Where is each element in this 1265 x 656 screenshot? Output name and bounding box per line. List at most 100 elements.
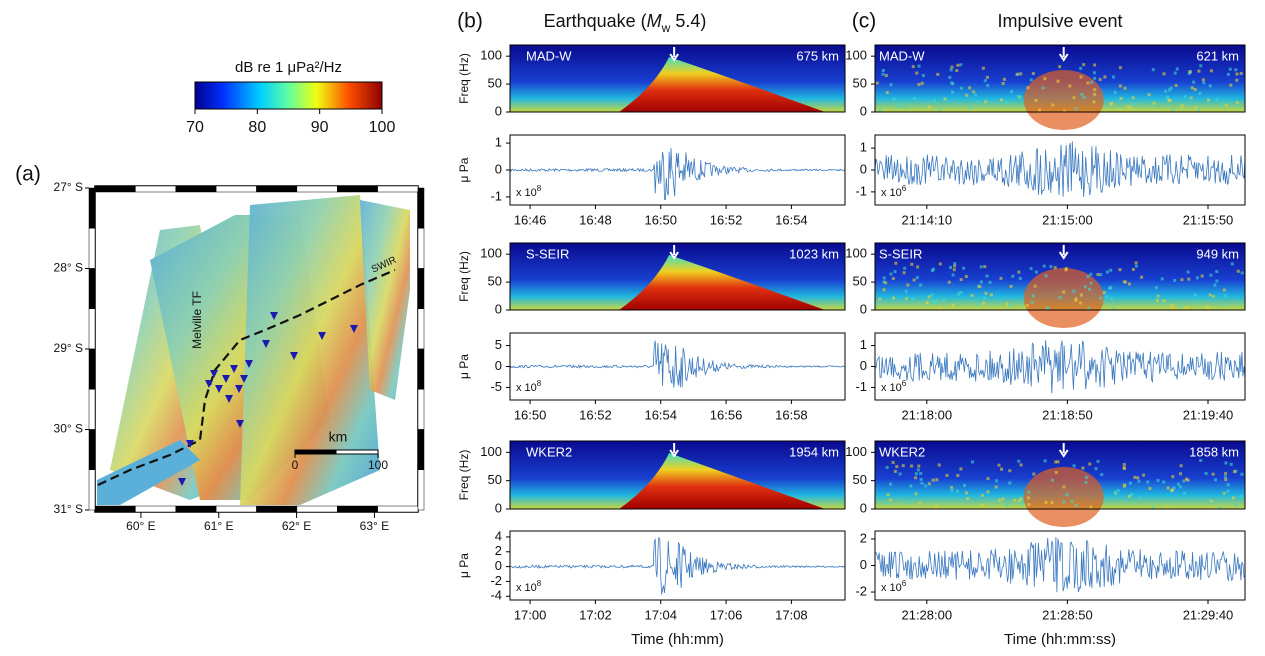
spectrogram-frame: [874, 44, 1246, 113]
spectrogram-noise: [959, 63, 963, 67]
station-name: WKER2: [526, 444, 572, 459]
spectrogram-noise: [997, 463, 1001, 467]
spectrogram-noise: [1017, 270, 1021, 274]
spectrogram-noise: [911, 65, 915, 69]
spectrogram-noise: [975, 302, 979, 306]
spectrogram-noise: [1054, 470, 1058, 474]
spectrogram-noise: [884, 74, 888, 78]
spectrogram-noise: [897, 105, 901, 109]
spectrogram-noise: [1139, 496, 1143, 500]
spectrogram-noise: [1213, 478, 1217, 482]
freq-tick-label: 50: [488, 76, 502, 91]
freq-axis-label: Freq (Hz): [457, 53, 471, 104]
spectrogram-noise: [1173, 71, 1177, 75]
spectrogram-noise: [1209, 506, 1213, 510]
spectrogram-noise: [1209, 273, 1213, 277]
spectrogram-noise: [957, 292, 961, 296]
spectrogram-noise: [1034, 98, 1038, 102]
spectrogram-noise: [1094, 467, 1098, 471]
map-border: [417, 389, 425, 430]
spectrogram-noise: [1235, 101, 1239, 105]
station-name: S-SEIR: [879, 246, 922, 261]
amp-tick-label: 0: [495, 161, 502, 176]
spectrogram-noise: [997, 498, 1001, 502]
spectrogram-noise: [1187, 277, 1191, 281]
spectrogram-noise: [968, 86, 972, 90]
spectrogram-noise: [952, 268, 956, 272]
amp-scale: x 108: [516, 579, 542, 594]
spectrogram-noise: [1186, 478, 1190, 482]
spectrogram-noise: [1204, 472, 1208, 476]
spectrogram-noise: [1093, 92, 1097, 96]
amp-axis-label: μ Pa: [457, 157, 471, 182]
spectrogram-noise: [915, 71, 919, 75]
spectrogram-noise: [1179, 464, 1183, 468]
amp-scale-exp: 6: [902, 379, 907, 388]
event-arrow: [1058, 47, 1069, 62]
spectrogram-noise: [1064, 267, 1068, 271]
amp-scale-base: x 10: [516, 382, 537, 394]
event-arrow: [669, 443, 679, 458]
spectrogram-noise: [1008, 469, 1012, 473]
spectrogram-noise: [1031, 72, 1035, 76]
spectrogram-noise: [1072, 96, 1076, 100]
spectrogram-noise: [1029, 267, 1033, 271]
map-border: [417, 469, 425, 511]
spectrogram-noise: [1166, 486, 1170, 490]
spectrogram-noise: [920, 481, 924, 485]
spectrogram-noise: [966, 497, 970, 501]
spectrogram-noise: [1197, 69, 1201, 73]
title-part: w: [661, 21, 671, 35]
spectrogram-noise: [945, 473, 949, 477]
spectrogram-noise: [885, 465, 889, 469]
spectrogram-noise: [882, 288, 886, 292]
spectrogram-noise: [949, 68, 953, 72]
spectrogram-noise: [986, 490, 990, 494]
station-name: MAD-W: [879, 48, 925, 63]
spectrogram-noise: [965, 93, 969, 97]
spectrogram-noise: [934, 505, 938, 509]
spectrogram-noise: [921, 74, 925, 78]
time-tick-label: 17:04: [644, 607, 677, 622]
column-title: Earthquake (Mw 5.4): [544, 11, 707, 35]
spectrogram-noise: [1137, 479, 1141, 483]
time-tick-label: 17:06: [710, 607, 743, 622]
time-tick-label: 21:15:50: [1183, 212, 1234, 227]
amp-tick-label: 0: [495, 358, 502, 373]
spectrogram-noise: [1166, 506, 1170, 510]
amp-tick-label: 1: [495, 135, 502, 150]
map-x-tick-label: 62° E: [282, 519, 311, 533]
waveform: [874, 141, 1246, 197]
event-arrow: [669, 245, 679, 260]
spectrogram-noise: [1102, 291, 1106, 295]
map-border: [296, 185, 338, 193]
spectrogram-noise: [1240, 271, 1244, 275]
spectrogram-noise: [1058, 65, 1062, 69]
spectrogram-noise: [1018, 276, 1022, 280]
spectrogram-noise: [889, 83, 893, 87]
spectrogram-noise: [1098, 77, 1102, 81]
spectrogram-noise: [1026, 496, 1030, 500]
spectrogram-noise: [1089, 272, 1093, 276]
time-tick-label: 16:52: [579, 407, 612, 422]
spectrogram-noise: [1001, 497, 1005, 501]
freq-tick-label: 0: [860, 500, 867, 515]
spectrogram-noise: [915, 276, 919, 280]
spectrogram-noise: [1187, 71, 1191, 75]
time-tick-label: 21:18:50: [1042, 407, 1093, 422]
spectrogram-noise: [1045, 305, 1049, 309]
spectrogram-noise: [1010, 90, 1014, 94]
spectrogram-noise: [1109, 268, 1113, 272]
freq-tick-label: 0: [860, 301, 867, 316]
spectrogram-noise: [1129, 106, 1133, 110]
spectrogram-noise: [1193, 293, 1197, 297]
spectrogram-noise: [1008, 304, 1012, 308]
spectrogram-noise: [1205, 305, 1209, 309]
map-label: Melville TF: [190, 291, 204, 349]
freq-tick-label: 100: [480, 48, 502, 63]
spectrogram-noise: [914, 472, 918, 476]
spectrogram-noise: [962, 266, 966, 270]
spectrogram-noise: [980, 493, 984, 497]
spectrogram-noise: [1025, 303, 1029, 307]
amp-tick-label: 5: [495, 337, 502, 352]
